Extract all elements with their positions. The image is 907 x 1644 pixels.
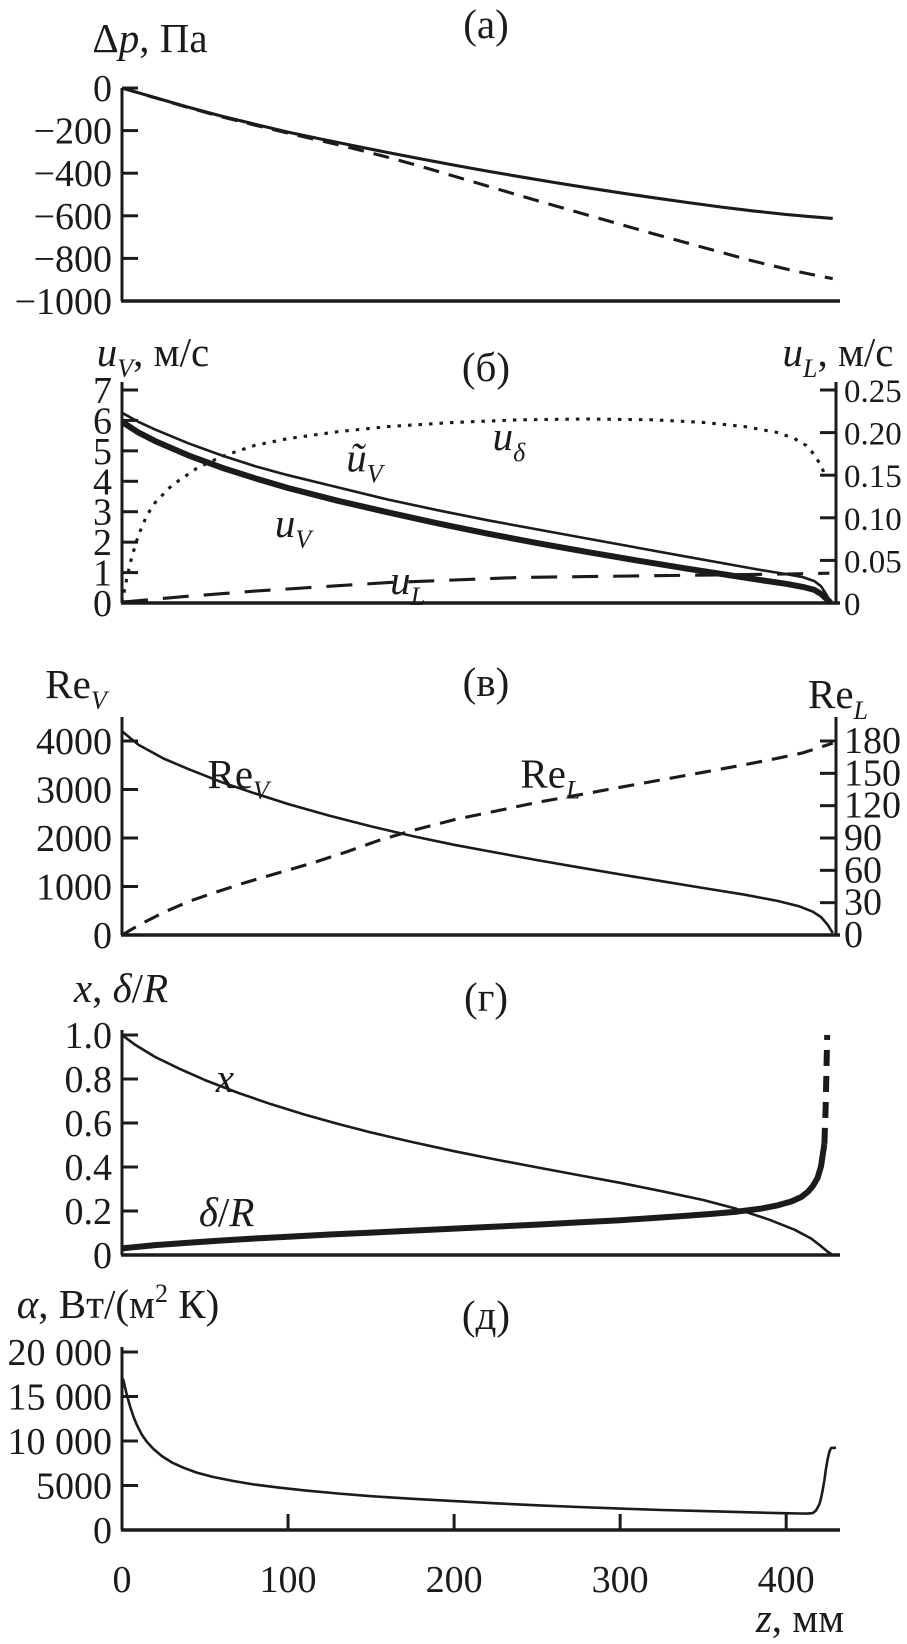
tick-label-left: 0.4	[65, 1147, 113, 1189]
label-u-tilde-V: ũV	[346, 434, 386, 488]
series-dp-dashed	[121, 86, 833, 281]
y-axis-title-left: α, Вт/(м2 К)	[17, 1279, 220, 1327]
tick-label-left: 5000	[36, 1466, 112, 1508]
tick-label-bottom: 300	[592, 1559, 649, 1601]
tick-label-bottom: 100	[260, 1559, 317, 1601]
tick-label-right: 0.25	[844, 374, 902, 410]
series-Re-V	[121, 730, 834, 934]
tick-label-left: 0	[93, 915, 112, 957]
label-Re-L: ReL	[520, 750, 580, 804]
tick-label-left: 3000	[36, 770, 112, 812]
tick-label-right: 0.05	[844, 544, 902, 580]
series-x-quality	[121, 1033, 834, 1257]
tick-label-left: 0	[93, 1235, 112, 1277]
tick-label-left: 4000	[36, 721, 112, 763]
series-u-tilde-V	[121, 411, 833, 604]
tick-label-right: 120	[844, 785, 901, 827]
tick-label-left: 0.8	[65, 1059, 113, 1101]
series-Re-L	[121, 741, 834, 937]
tick-label-right: 0.10	[844, 502, 902, 538]
tick-label-left: 2	[93, 522, 112, 564]
tick-label-left: −1000	[15, 281, 112, 323]
tick-label-left: 6	[93, 400, 112, 442]
tick-label-left: 0	[93, 1510, 112, 1552]
tick-label-left: 1000	[36, 867, 112, 909]
tick-label-left: 2000	[36, 818, 112, 860]
series-delta-R-jump	[821, 1034, 831, 1145]
panel-title-g: (г)	[464, 974, 508, 1020]
tick-label-left: 5	[93, 431, 112, 473]
tick-label-left: −200	[34, 111, 112, 153]
tick-label-bottom: 0	[113, 1559, 132, 1601]
label-u-L: uL	[390, 557, 425, 611]
tick-label-left: 15 000	[8, 1377, 113, 1419]
series-alpha	[121, 1378, 837, 1515]
tick-label-left: −400	[34, 153, 112, 195]
panel-title-d: (д)	[462, 1292, 510, 1338]
tick-label-left: −600	[34, 196, 112, 238]
tick-label-left: 10 000	[8, 1421, 113, 1463]
tick-label-left: 7	[93, 370, 112, 412]
tick-label-left: 0.2	[65, 1191, 113, 1233]
y-axis-title-left: x, δ/R	[73, 965, 168, 1011]
tick-label-left: −800	[34, 238, 112, 280]
tick-label-left: 3	[93, 492, 112, 534]
label-u-V: uV	[275, 500, 315, 554]
y-axis-title-right: uL, м/с	[782, 329, 893, 383]
tick-label-left: 20 000	[8, 1332, 113, 1374]
y-axis-title-left: Δp, Па	[92, 15, 207, 61]
panel-title-a: (а)	[463, 1, 509, 47]
tick-label-right: 0.15	[844, 459, 902, 495]
y-axis-title-left: ReV	[45, 661, 110, 715]
y-axis-title-right: ReL	[808, 671, 868, 725]
panel-title-v: (в)	[463, 659, 510, 705]
tick-label-left: 1	[93, 553, 112, 595]
series-u-L	[121, 571, 830, 604]
tick-label-right: 150	[844, 752, 901, 794]
tick-label-right: 30	[844, 882, 882, 924]
label-Re-V: ReV	[208, 751, 273, 805]
tick-label-left: 4	[93, 461, 112, 503]
panel-b: 765432100.250.200.150.100.050ũVuVuδuL(б)…	[93, 329, 902, 625]
tick-label-left: 0	[93, 583, 112, 625]
y-axis-title-left: uV, м/с	[97, 329, 209, 383]
tick-label-right: 60	[844, 849, 882, 891]
tick-label-right: 90	[844, 817, 882, 859]
label-delta-R: δ/R	[199, 1189, 255, 1235]
tick-label-right: 180	[844, 720, 901, 762]
tick-label-bottom: 400	[758, 1559, 815, 1601]
panel-title-b: (б)	[462, 344, 510, 390]
panel-g: 1.00.80.60.40.20 x δ/R (г) x, δ/R	[65, 965, 840, 1277]
tick-label-right: 0.20	[844, 417, 902, 453]
label-x: x	[215, 1055, 234, 1101]
tick-label-left: 1.0	[65, 1015, 113, 1057]
tick-label-bottom: 200	[426, 1559, 483, 1601]
tick-label-left: 0	[93, 68, 112, 110]
series-dp-solid	[121, 86, 833, 220]
tick-label-left: 0.6	[65, 1103, 113, 1145]
tick-label-right: 0	[844, 587, 861, 623]
series-u-V	[120, 419, 833, 606]
panel-a: 0−200−400−600−800−1000 (а) Δp, Па	[15, 1, 840, 323]
series-delta-R	[121, 1143, 828, 1252]
label-u-delta: uδ	[493, 413, 527, 467]
x-axis-title: z, мм	[755, 1595, 844, 1641]
series-u-delta	[120, 417, 828, 604]
tick-label-right: 0	[844, 914, 863, 956]
